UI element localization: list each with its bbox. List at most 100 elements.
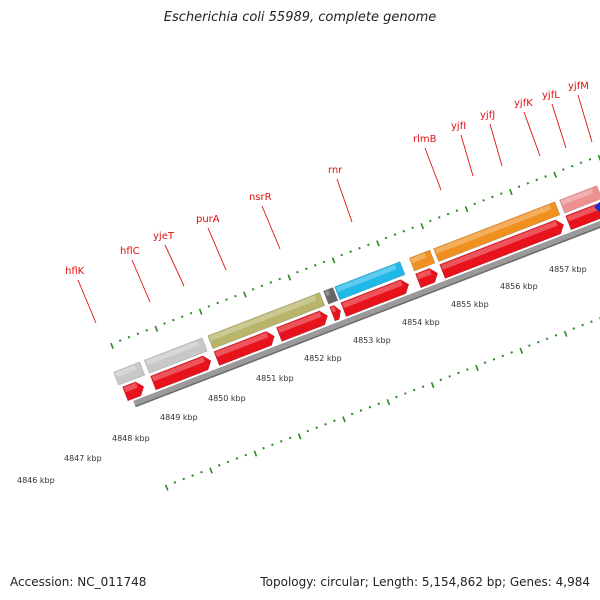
upper-scale-tick [384,236,388,240]
lower-scale-tick [466,368,469,371]
upper-scale-tick [491,195,494,199]
cds-feature-shape [329,305,341,322]
scale-label-4855: 4855 kbp [451,300,489,309]
upper-scale-tick [180,315,184,318]
cds-feature[interactable] [150,354,213,391]
gene-label-nsrR[interactable]: nsrR [249,192,272,203]
cds-feature[interactable] [122,380,146,402]
lower-scale-tick [191,474,194,477]
scale-label-4849: 4849 kbp [160,413,198,422]
gene-feature-shape [559,185,600,214]
gene-feature-highlight [145,340,199,366]
upper-scale-tick [313,264,317,267]
upper-scale-tick [526,181,530,185]
cds-feature[interactable] [565,201,600,231]
lower-scale-tick [377,402,381,406]
scale-label-4853: 4853 kbp [353,336,391,345]
gene-label-leader [489,123,503,167]
upper-scale-tick [216,301,219,305]
gene-feature[interactable] [113,361,146,386]
cds-feature[interactable] [213,329,277,366]
cds-feature[interactable] [276,309,330,342]
upper-scale-tick [482,199,485,202]
upper-scale-tick [145,329,149,332]
cds-feature-highlight [215,332,269,358]
scale-labels: 4846 kbp 4847 kbp 4848 kbp 4849 kbp 4850… [17,265,587,485]
gene-feature[interactable] [433,201,561,262]
accession-text: Accession: NC_011748 [10,575,147,589]
lower-scale-tick [209,467,213,474]
gene-feature[interactable] [334,261,406,301]
gene-feature[interactable] [408,249,436,272]
upper-scale-tick [500,192,503,195]
cds-feature[interactable] [439,218,567,279]
gene-label-leader [460,134,474,177]
gene-feature-shape [323,287,339,305]
genome-backbone [133,220,600,408]
upper-scale-tick [207,305,211,308]
scale-label-4854: 4854 kbp [402,318,440,327]
lower-scale-tick [386,399,391,406]
gene-label-hflK[interactable]: hflK [65,266,85,277]
scale-label-4851: 4851 kbp [256,374,294,383]
lower-scale-tick [581,323,584,327]
upper-scale-tick [172,318,175,322]
gene-label-yjfK[interactable]: yjfK [514,98,533,109]
gene-label-purA[interactable]: purA [196,214,220,225]
scale-label-4856: 4856 kbp [500,282,538,291]
cds-feature-shape [565,203,600,231]
upper-scale-tick [570,164,574,168]
upper-scale-tick [118,339,122,342]
upper-scale-tick [225,298,228,301]
gene-label-leader [131,259,151,303]
gene-feature-shape [433,201,561,262]
gene-label-yjfJ[interactable]: yjfJ [480,110,495,121]
lower-scale-tick [217,464,221,467]
gene-feature-shape [207,292,326,350]
upper-scale-tick [305,267,308,271]
lower-scale-tick [404,392,407,395]
cds-feature-highlight [342,280,403,309]
gene-label-leader [551,103,567,149]
cds-feature-highlight [416,269,432,280]
lower-scale-tick [457,371,460,375]
lower-scale-tick [412,388,416,392]
lower-scale-tick [262,446,265,450]
gene-label-leader [577,94,593,143]
backbone-shadow [135,226,600,408]
lower-scale-tick [590,320,593,323]
cds-feature[interactable] [340,277,412,317]
lower-scale-tick [173,481,177,484]
gene-label-yjfM[interactable]: yjfM [568,81,589,92]
gene-feature-highlight [410,253,427,264]
upper-scale-tick [243,291,247,298]
upper-scale-tick [517,185,521,188]
scale-label-4850: 4850 kbp [208,394,246,403]
lower-scale-tick [492,357,496,361]
lower-scale-tick [324,422,327,426]
gene-label-yjeT[interactable]: yjeT [153,231,175,242]
lower-scale-tick [359,409,363,412]
cds-feature[interactable] [329,304,344,322]
gene-feature-highlight [560,188,594,206]
upper-scale-tick [588,158,592,161]
gene-label-leader [336,178,353,223]
upper-scale-tick [322,260,326,264]
gene-label-rnr[interactable]: rnr [328,165,343,176]
gene-label-yjfI[interactable]: yjfI [451,121,466,132]
gene-label-leader [523,111,541,157]
gene-label-rlmB[interactable]: rlmB [413,134,437,145]
scale-label-4848: 4848 kbp [112,434,150,443]
gene-feature[interactable] [144,337,208,374]
upper-scale-tick [402,229,406,233]
gene-feature[interactable] [323,287,339,305]
gene-feature[interactable] [207,292,326,350]
lower-scale-tick [439,378,443,382]
gene-feature-shape [334,261,406,301]
gene-label-yjfL[interactable]: yjfL [542,90,560,101]
gene-feature[interactable] [559,185,600,214]
lower-scale-tick [430,382,435,389]
upper-scale-tick [579,161,583,165]
gene-label-hflC[interactable]: hflC [120,246,140,257]
cds-feature[interactable] [415,266,440,289]
